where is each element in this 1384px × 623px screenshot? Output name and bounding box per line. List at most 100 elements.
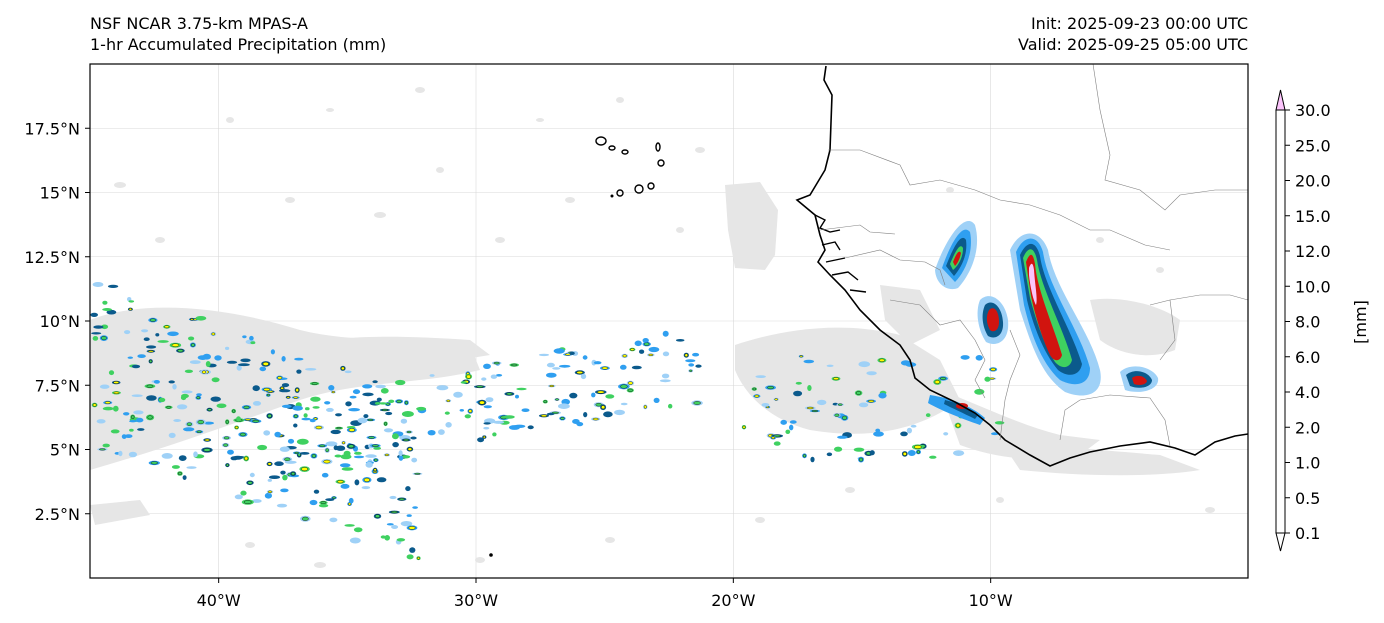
rain-cell-core — [833, 377, 839, 381]
rain-cell-core — [277, 376, 283, 380]
rain-cell — [341, 467, 354, 471]
rain-cell — [259, 366, 267, 372]
coastline — [795, 65, 1248, 467]
colorbar-tick-label: 8.0 — [1295, 313, 1320, 332]
rain-cell — [102, 308, 112, 311]
rain-cell — [251, 499, 262, 503]
rain-cell-core — [693, 401, 701, 405]
rain-cell — [427, 430, 436, 436]
rain-cell-core — [754, 394, 760, 398]
colorbar-tick-label: 4.0 — [1295, 383, 1320, 402]
lat-tick-label: 7.5°N — [35, 376, 80, 395]
rain-cell-core — [201, 370, 207, 374]
rain-cell — [353, 455, 365, 459]
rain-cell-core — [408, 526, 416, 530]
rain-cell — [483, 405, 492, 409]
rain-cell — [384, 535, 391, 541]
rain-cell — [312, 406, 320, 409]
rain-cell-core — [204, 438, 210, 442]
rain-cell — [685, 359, 696, 363]
precip-speckles — [114, 87, 1215, 568]
rain-cell-core — [337, 480, 344, 484]
rain-cell-core — [262, 361, 269, 366]
rain-cell — [662, 351, 670, 357]
rain-cell — [296, 438, 309, 445]
rain-cell-core — [627, 388, 633, 392]
rain-cell — [216, 403, 227, 409]
rain-cell — [826, 364, 834, 367]
rain-cell-core — [446, 399, 451, 402]
rain-cell — [340, 483, 350, 489]
rain-cell — [352, 389, 361, 395]
rain-cell-core — [247, 481, 253, 485]
rain-cell — [385, 411, 393, 416]
rain-cell — [357, 417, 368, 424]
rain-cell — [189, 360, 201, 364]
rain-cell-core — [267, 413, 272, 418]
rain-cell-core — [225, 420, 229, 424]
rain-cell — [553, 348, 565, 354]
rain-cell — [558, 364, 571, 368]
rain-cell-core — [146, 384, 154, 388]
lon-tick-label: 40°W — [197, 591, 241, 610]
rain-cell-core — [914, 445, 922, 449]
rain-cell — [330, 429, 341, 435]
rain-cell — [321, 472, 329, 478]
rain-cell — [591, 392, 596, 398]
rain-cell-core — [630, 348, 635, 351]
rain-cell — [101, 324, 109, 330]
rain-cell — [561, 398, 570, 405]
colorbar-tick-label: 0.5 — [1295, 489, 1320, 508]
lat-tick-label: 12.5°N — [24, 248, 80, 267]
rain-cell — [211, 377, 220, 383]
rain-cell — [444, 411, 450, 415]
rain-cell — [129, 428, 134, 432]
rain-cell-core — [104, 401, 111, 404]
rain-cell — [252, 385, 260, 392]
rain-cell — [240, 490, 247, 496]
rain-cell — [379, 402, 387, 405]
rain-cell-core — [597, 390, 605, 394]
rain-cell — [268, 475, 281, 480]
storm-complex-east — [1120, 366, 1159, 392]
rain-cell — [953, 450, 965, 456]
rain-cell — [634, 340, 642, 347]
rain-cell — [137, 354, 146, 358]
rain-cell — [334, 454, 342, 458]
rain-cell-core — [166, 406, 172, 409]
rain-cell — [605, 394, 615, 399]
rain-cell — [250, 341, 256, 345]
rain-cell — [495, 374, 503, 377]
rain-cell-core — [284, 457, 291, 461]
rain-cell — [354, 479, 360, 486]
rain-cell-core — [92, 403, 97, 407]
rain-cell — [490, 374, 498, 379]
rain-cell — [135, 417, 144, 423]
rain-cell — [137, 428, 145, 431]
rain-cell — [146, 345, 157, 349]
rain-cell-core — [742, 425, 746, 429]
rain-cell — [373, 446, 382, 450]
rain-cell — [287, 438, 295, 444]
rain-cell-core — [407, 447, 413, 451]
rain-cell-core — [802, 454, 807, 458]
rain-cell — [400, 418, 408, 424]
rain-cell — [299, 452, 310, 455]
rain-cell-core — [404, 401, 408, 405]
rain-cell — [853, 447, 865, 452]
rain-cell — [406, 554, 414, 560]
rain-cell — [580, 373, 587, 380]
rain-cell — [780, 419, 787, 425]
rain-cell — [620, 402, 628, 406]
rain-cell — [653, 397, 660, 403]
rain-cell — [106, 309, 117, 315]
rain-cell — [348, 497, 354, 504]
map-header-right: Init: 2025-09-23 00:00 UTC Valid: 2025-0… — [1018, 13, 1248, 55]
rain-cell — [603, 411, 613, 418]
rain-cell-core — [373, 468, 377, 472]
rain-cell-core — [902, 451, 907, 456]
rain-cell — [227, 449, 234, 455]
rain-cell-core — [348, 428, 355, 432]
rain-cell-core — [323, 459, 331, 464]
rain-cell-core — [203, 448, 211, 452]
